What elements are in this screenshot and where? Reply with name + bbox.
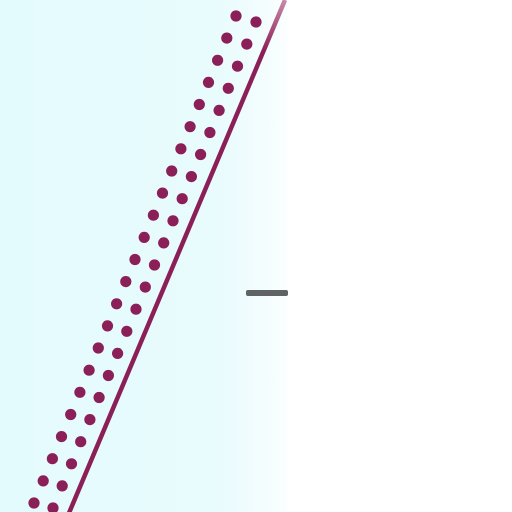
dot-inner [57,480,68,491]
dot-outer [47,453,58,464]
dot-outer [230,10,241,21]
dot-outer [157,188,168,199]
dot-outer [28,497,39,508]
dot-inner [214,105,225,116]
dot-inner [195,149,206,160]
dot-outer [212,55,223,66]
dot-inner [112,348,123,359]
dot-outer [65,409,76,420]
dot-outer [194,99,205,110]
dot-outer [38,475,49,486]
dot-outer [203,77,214,88]
dot-outer [148,210,159,221]
dot-inner [75,436,86,447]
dot-inner [167,215,178,226]
dot-inner [130,304,141,315]
dot-outer [93,342,104,353]
dot-outer [102,320,113,331]
dot-outer [74,387,85,398]
dot-outer [56,431,67,442]
dot-inner [158,237,169,248]
dot-outer [139,232,150,243]
dot-inner [47,502,58,512]
dot-outer [129,254,140,265]
dot-inner [149,259,160,270]
dot-inner [94,392,105,403]
dot-outer [120,276,131,287]
dot-inner [103,370,114,381]
dot-inner [140,282,151,293]
dot-row-outer [28,10,241,508]
dot-inner [84,414,95,425]
dot-inner [177,193,188,204]
dot-inner [241,39,252,50]
dot-row-inner [47,16,261,512]
dot-inner [186,171,197,182]
dot-inner [121,326,132,337]
dot-inner [250,16,261,27]
dot-inner [223,83,234,94]
dot-outer [185,121,196,132]
dot-outer [166,165,177,176]
dot-outer [175,143,186,154]
dot-inner [66,458,77,469]
diagonal-line [69,0,285,512]
dot-outer [111,298,122,309]
dot-outer [221,33,232,44]
tick-marker [246,290,288,296]
dot-inner [204,127,215,138]
dot-outer [84,365,95,376]
dot-inner [232,61,243,72]
